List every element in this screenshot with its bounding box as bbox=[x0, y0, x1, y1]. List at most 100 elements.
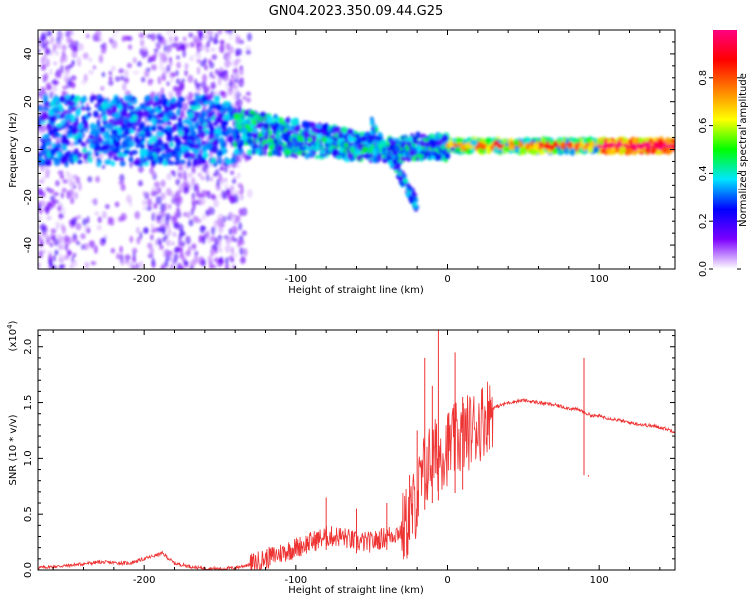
heatmap-cell bbox=[131, 264, 135, 269]
heatmap-cell bbox=[156, 138, 163, 146]
heatmap-cell bbox=[348, 137, 356, 143]
heatmap-cell bbox=[160, 152, 166, 160]
x-tick-label: -100 bbox=[284, 274, 307, 285]
heatmap-cell bbox=[238, 67, 244, 76]
heatmap-cell bbox=[175, 178, 181, 186]
heatmap-cell bbox=[496, 143, 504, 149]
heatmap-cell bbox=[210, 193, 216, 199]
heatmap-cell bbox=[138, 261, 144, 269]
heatmap-cell bbox=[72, 233, 78, 240]
heatmap-cell bbox=[202, 164, 208, 173]
heatmap-cell bbox=[38, 179, 45, 184]
heatmap-cell bbox=[132, 57, 137, 64]
heatmap-cell bbox=[339, 146, 344, 154]
heatmap-cell bbox=[233, 87, 240, 97]
heatmap-cell bbox=[53, 132, 60, 138]
heatmap-cell bbox=[146, 33, 153, 39]
heatmap-cell bbox=[163, 122, 168, 127]
heatmap-cell bbox=[557, 138, 562, 144]
heatmap-cell bbox=[55, 123, 63, 128]
heatmap-cell bbox=[53, 238, 60, 246]
heatmap-cell bbox=[61, 44, 67, 51]
heatmap-cell bbox=[46, 122, 52, 131]
heatmap-cell bbox=[164, 234, 169, 240]
heatmap-cell bbox=[90, 261, 97, 266]
heatmap-cell bbox=[140, 133, 146, 140]
heatmap-cell bbox=[251, 149, 256, 156]
heatmap-cell bbox=[236, 172, 241, 179]
y-tick-label: 1.5 bbox=[23, 395, 34, 411]
heatmap-cell bbox=[64, 114, 70, 122]
heatmap-cell bbox=[101, 44, 107, 54]
heatmap-cell bbox=[518, 146, 526, 154]
heatmap-cell bbox=[50, 35, 54, 44]
heatmap-cell bbox=[241, 207, 248, 217]
heatmap-cell bbox=[234, 120, 241, 128]
heatmap-cell bbox=[199, 225, 206, 234]
heatmap-cell bbox=[355, 133, 360, 139]
heatmap-cell bbox=[378, 144, 383, 150]
heatmap-cell bbox=[44, 101, 50, 106]
heatmap-cell bbox=[98, 136, 103, 143]
heatmap-cell bbox=[70, 196, 75, 205]
heatmap-cell bbox=[381, 150, 386, 156]
heatmap-cell bbox=[363, 131, 369, 138]
heatmap-cell bbox=[175, 78, 181, 85]
heatmap-cell bbox=[176, 108, 181, 117]
heatmap-cell bbox=[101, 71, 106, 78]
heatmap-cell bbox=[319, 149, 327, 155]
heatmap-cell bbox=[144, 50, 149, 58]
heatmap-cell bbox=[114, 96, 119, 101]
heatmap-cell bbox=[160, 192, 166, 201]
heatmap-cell bbox=[138, 180, 143, 187]
heatmap-cell bbox=[113, 155, 120, 161]
heatmap-cell bbox=[206, 173, 210, 182]
heatmap-cell bbox=[212, 145, 219, 154]
heatmap-cell bbox=[665, 139, 671, 145]
heatmap-cell bbox=[211, 54, 218, 61]
heatmap-cell bbox=[167, 121, 172, 127]
heatmap-cell bbox=[78, 43, 84, 51]
heatmap-cell bbox=[40, 150, 47, 156]
heatmap-cell bbox=[652, 140, 660, 149]
heatmap-cell bbox=[336, 155, 343, 160]
heatmap-cell bbox=[144, 227, 149, 234]
heatmap-cell bbox=[568, 141, 573, 150]
y-tick-label: 0.0 bbox=[23, 562, 34, 578]
heatmap-cell bbox=[374, 127, 379, 133]
heatmap-cell bbox=[194, 250, 199, 257]
heatmap-cell bbox=[202, 198, 206, 205]
x-tick-label: 100 bbox=[590, 575, 609, 586]
heatmap-cell bbox=[46, 216, 52, 221]
heatmap-cell bbox=[49, 91, 53, 100]
heatmap-cell bbox=[155, 147, 163, 153]
heatmap-cell bbox=[251, 145, 258, 150]
heatmap-cell bbox=[194, 78, 198, 86]
heatmap-cell bbox=[40, 86, 46, 94]
heatmap-cell bbox=[101, 164, 106, 170]
heatmap-cell bbox=[469, 140, 475, 145]
heatmap-cell bbox=[192, 35, 199, 42]
heatmap-cell bbox=[233, 148, 239, 156]
heatmap-cell bbox=[356, 154, 362, 162]
heatmap-cell bbox=[449, 147, 456, 152]
heatmap-cell bbox=[63, 152, 69, 159]
heatmap-cell bbox=[164, 213, 171, 221]
heatmap-cell bbox=[286, 116, 291, 124]
heatmap-cell bbox=[72, 40, 80, 48]
heatmap-cell bbox=[62, 179, 69, 184]
heatmap-cell bbox=[136, 236, 141, 245]
heatmap-cell bbox=[437, 139, 443, 146]
heatmap-cell bbox=[238, 208, 243, 215]
heatmap-cell bbox=[219, 72, 223, 77]
heatmap-cell bbox=[155, 186, 162, 195]
heatmap-cell bbox=[559, 141, 566, 148]
heatmap-cell bbox=[210, 81, 217, 90]
heatmap-cell bbox=[58, 104, 63, 112]
heatmap-cell bbox=[72, 121, 80, 128]
heatmap-cell bbox=[178, 81, 185, 90]
heatmap-cell bbox=[73, 148, 79, 155]
heatmap-cell bbox=[229, 85, 233, 91]
heatmap-cell bbox=[229, 185, 235, 192]
heatmap-cell bbox=[192, 201, 196, 211]
